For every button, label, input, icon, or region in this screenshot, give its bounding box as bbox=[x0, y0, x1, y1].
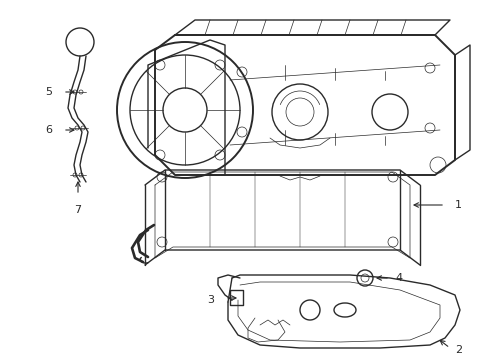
Text: 4: 4 bbox=[394, 273, 401, 283]
Text: 6: 6 bbox=[45, 125, 52, 135]
Text: 5: 5 bbox=[45, 87, 52, 97]
Text: 3: 3 bbox=[206, 295, 214, 305]
Text: 2: 2 bbox=[454, 345, 461, 355]
Text: 7: 7 bbox=[74, 205, 81, 215]
Text: 1: 1 bbox=[454, 200, 461, 210]
